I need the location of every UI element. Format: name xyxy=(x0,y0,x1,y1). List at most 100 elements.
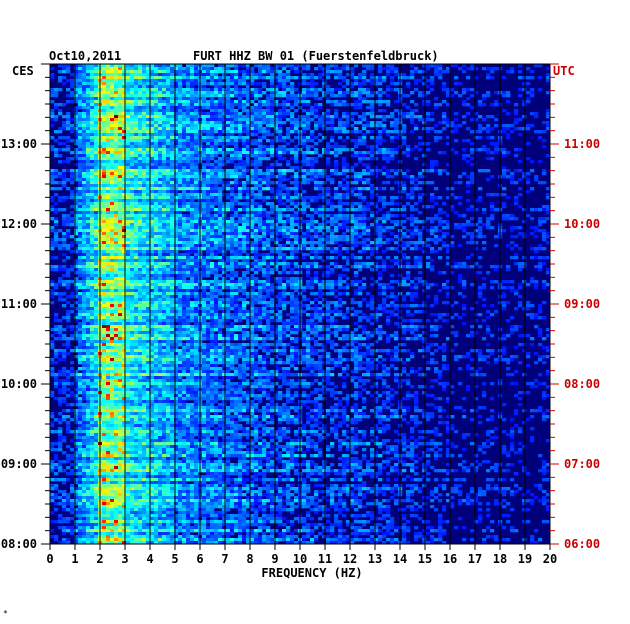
heatmap-cell xyxy=(230,121,235,125)
heatmap-cell xyxy=(122,169,127,173)
heatmap-cell xyxy=(386,154,391,158)
heatmap-cell xyxy=(314,226,319,230)
heatmap-cell xyxy=(110,142,115,146)
heatmap-cell xyxy=(482,208,487,212)
heatmap-cell xyxy=(218,211,223,215)
heatmap-cell xyxy=(282,223,287,227)
heatmap-cell xyxy=(254,247,259,251)
heatmap-cell xyxy=(278,199,283,203)
heatmap-cell xyxy=(126,97,131,101)
heatmap-cell xyxy=(142,247,147,251)
heatmap-cell xyxy=(134,187,139,191)
heatmap-cell xyxy=(218,214,223,218)
heatmap-cell xyxy=(174,130,179,134)
heatmap-cell xyxy=(90,70,95,74)
heatmap-cell xyxy=(466,139,471,143)
heatmap-cell xyxy=(114,124,119,128)
heatmap-cell xyxy=(330,139,335,143)
heatmap-cell xyxy=(70,223,75,227)
heatmap-cell xyxy=(278,226,283,230)
heatmap-cell xyxy=(286,187,291,191)
heatmap-cell xyxy=(518,133,523,137)
heatmap-cell xyxy=(62,127,67,131)
heatmap-cell xyxy=(430,160,435,164)
heatmap-cell xyxy=(206,133,211,137)
heatmap-cell xyxy=(150,247,155,251)
heatmap-cell xyxy=(82,115,87,119)
heatmap-cell xyxy=(54,106,59,110)
heatmap-cell xyxy=(158,136,163,140)
heatmap-cell xyxy=(370,136,375,140)
right-axis-label: UTC xyxy=(553,64,575,78)
heatmap-cell xyxy=(434,70,439,74)
heatmap-cell xyxy=(374,157,379,161)
heatmap-cell xyxy=(518,160,523,164)
heatmap-cell xyxy=(226,229,231,233)
heatmap-cell xyxy=(526,181,531,185)
heatmap-cell xyxy=(526,97,531,101)
heatmap-cell xyxy=(306,148,311,152)
heatmap-cell xyxy=(322,196,327,200)
heatmap-cell xyxy=(354,238,359,242)
heatmap-cell xyxy=(50,172,55,176)
heatmap-cell xyxy=(254,157,259,161)
heatmap-cell xyxy=(102,82,107,86)
heatmap-cell xyxy=(306,181,311,185)
heatmap-cell xyxy=(122,106,127,110)
heatmap-cell xyxy=(410,229,415,233)
heatmap-cell xyxy=(146,64,151,68)
heatmap-cell xyxy=(342,127,347,131)
heatmap-cell xyxy=(314,82,319,86)
heatmap-cell xyxy=(394,223,399,227)
heatmap-cell xyxy=(542,172,547,176)
heatmap-cell xyxy=(146,181,151,185)
heatmap-cell xyxy=(222,163,227,167)
heatmap-cell xyxy=(294,196,299,200)
heatmap-cell xyxy=(106,70,111,74)
heatmap-cell xyxy=(546,112,551,116)
heatmap-cell xyxy=(134,133,139,137)
heatmap-cell xyxy=(302,88,307,92)
heatmap-cell xyxy=(86,121,91,125)
heatmap-cell xyxy=(350,241,355,245)
heatmap-cell xyxy=(270,196,275,200)
heatmap-cell xyxy=(386,214,391,218)
heatmap-cell xyxy=(270,103,275,107)
heatmap-cell xyxy=(194,184,199,188)
heatmap-cell xyxy=(450,64,455,68)
heatmap-cell xyxy=(458,196,463,200)
heatmap-cell xyxy=(290,229,295,233)
heatmap-cell xyxy=(378,79,383,83)
heatmap-cell xyxy=(186,175,191,179)
heatmap-cell xyxy=(266,67,271,71)
heatmap-cell xyxy=(362,217,367,221)
heatmap-cell xyxy=(534,112,539,116)
heatmap-cell xyxy=(78,94,83,98)
heatmap-cell xyxy=(90,106,95,110)
heatmap-cell xyxy=(214,229,219,233)
heatmap-cell xyxy=(210,190,215,194)
heatmap-cell xyxy=(262,157,267,161)
heatmap-cell xyxy=(346,88,351,92)
heatmap-cell xyxy=(414,241,419,245)
heatmap-cell xyxy=(134,211,139,215)
heatmap-cell xyxy=(154,73,159,77)
heatmap-cell xyxy=(138,199,143,203)
heatmap-cell xyxy=(150,214,155,218)
heatmap-cell xyxy=(150,121,155,125)
heatmap-cell xyxy=(354,220,359,224)
heatmap-cell xyxy=(134,154,139,158)
heatmap-cell xyxy=(182,187,187,191)
heatmap-cell xyxy=(418,211,423,215)
heatmap-cell xyxy=(530,226,535,230)
heatmap-cell xyxy=(162,160,167,164)
heatmap-cell xyxy=(238,217,243,221)
heatmap-cell xyxy=(386,229,391,233)
heatmap-cell xyxy=(254,214,259,218)
heatmap-cell xyxy=(310,235,315,239)
heatmap-cell xyxy=(234,73,239,77)
heatmap-cell xyxy=(70,151,75,155)
heatmap-cell xyxy=(446,67,451,71)
heatmap-cell xyxy=(534,208,539,212)
heatmap-cell xyxy=(334,151,339,155)
